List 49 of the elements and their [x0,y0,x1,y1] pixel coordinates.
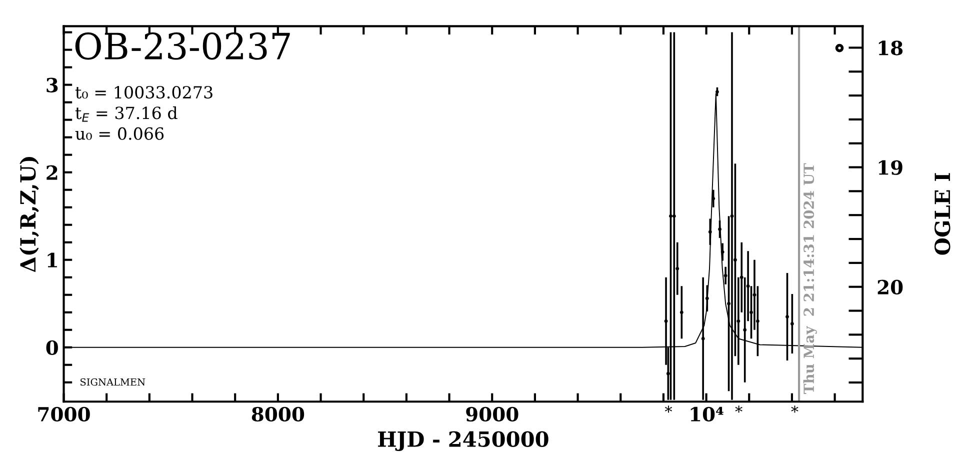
point [718,227,722,231]
point [664,319,668,323]
point [746,284,750,288]
y-axis-title: Δ(I,R,Z,U) [20,157,39,272]
point [730,214,734,218]
chart-title: OB-23-0237 [75,32,290,60]
point [724,274,728,278]
point [712,196,716,200]
point [669,214,672,218]
text: * [735,406,742,413]
point [715,90,719,94]
point [672,214,676,218]
annotation: t$_{E}$ = 37.16 d [75,106,178,122]
x-tick-label: 7000 [38,406,90,422]
y-tick-label: 2 [46,165,58,180]
point [727,302,731,306]
point [786,314,789,318]
x-tick-label: 8000 [252,406,304,422]
point [708,230,712,234]
point [835,44,844,52]
y-tick-label: 1 [48,252,57,268]
x-tick-label: 10⁴ [690,406,724,422]
y-tick-label: 3 [46,78,58,92]
x-tick-label: 9000 [466,406,518,422]
point [790,322,794,326]
point [752,293,756,297]
y2-axis-title: OGLE I [934,173,950,255]
point [743,328,747,332]
y-tick-label: 0 [46,340,58,356]
y2-tick-label: 20 [878,280,903,294]
point [736,319,740,323]
annotation: u₀ = 0.066 [75,127,164,140]
point [666,372,670,376]
x-axis-title: HJD - 2450000 [378,431,548,452]
point [740,276,744,280]
y2-tick-label: 18 [878,40,903,56]
point [750,310,753,314]
point [701,336,705,340]
text: * [664,406,672,413]
point [705,296,709,300]
point [676,266,680,270]
text: * [791,406,798,413]
point [733,258,737,262]
annotation: t₀ = 10033.0273 [75,86,212,99]
y2-tick-label: 19 [878,160,902,175]
point [680,310,684,314]
point [756,319,760,323]
annotation: Thu May 2 21:14:31 2024 UT [803,163,817,394]
annotation: SIGNALMEN [80,378,146,386]
